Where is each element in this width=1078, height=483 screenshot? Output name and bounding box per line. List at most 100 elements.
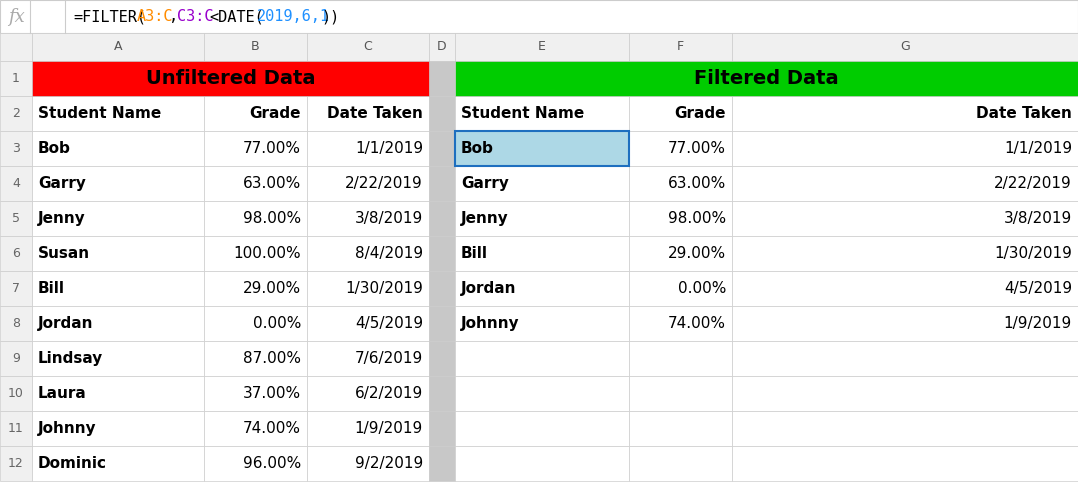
Text: 4/5/2019: 4/5/2019 — [355, 316, 423, 331]
Bar — [32, 376, 204, 411]
Bar — [32, 131, 204, 166]
Bar — [628, 61, 732, 96]
Text: Lindsay: Lindsay — [38, 351, 103, 366]
Text: 63.00%: 63.00% — [243, 176, 301, 191]
Text: 98.00%: 98.00% — [668, 211, 725, 226]
Text: fx: fx — [8, 8, 25, 26]
Bar — [204, 131, 307, 166]
Text: Bill: Bill — [38, 281, 65, 296]
Text: Unfiltered Data: Unfiltered Data — [146, 69, 315, 88]
Text: 98.00%: 98.00% — [243, 211, 301, 226]
Text: 11: 11 — [9, 422, 24, 435]
Bar — [628, 166, 732, 201]
Text: )): )) — [321, 9, 340, 24]
Text: E: E — [538, 41, 545, 54]
Text: Bob: Bob — [461, 141, 494, 156]
Text: 1/1/2019: 1/1/2019 — [355, 141, 423, 156]
Bar — [0, 131, 32, 166]
Text: 2/22/2019: 2/22/2019 — [345, 176, 423, 191]
Text: Johnny: Johnny — [461, 316, 520, 331]
Bar — [204, 201, 307, 236]
Bar — [429, 33, 455, 61]
Bar — [0, 0, 1078, 33]
Text: 1/30/2019: 1/30/2019 — [345, 281, 423, 296]
Text: D: D — [438, 41, 446, 54]
Bar — [307, 96, 429, 131]
Bar — [628, 96, 732, 131]
Text: Grade: Grade — [675, 106, 725, 121]
Bar — [204, 411, 307, 446]
Text: 1/1/2019: 1/1/2019 — [1004, 141, 1072, 156]
Bar — [0, 446, 32, 481]
Bar — [307, 271, 429, 306]
Bar — [455, 236, 628, 271]
Text: G: G — [900, 41, 910, 54]
Bar — [0, 341, 32, 376]
Text: Jenny: Jenny — [461, 211, 509, 226]
Text: Student Name: Student Name — [38, 106, 162, 121]
Text: 8/4/2019: 8/4/2019 — [355, 246, 423, 261]
Bar — [32, 201, 204, 236]
Text: Bob: Bob — [38, 141, 71, 156]
Text: 29.00%: 29.00% — [243, 281, 301, 296]
Bar — [32, 61, 204, 96]
Bar — [455, 61, 628, 96]
Text: Bill: Bill — [461, 246, 488, 261]
Text: 2: 2 — [12, 107, 19, 120]
Bar — [429, 376, 455, 411]
Bar — [628, 236, 732, 271]
Text: 7: 7 — [12, 282, 20, 295]
Text: C3:C: C3:C — [177, 9, 213, 24]
Text: Jordan: Jordan — [38, 316, 94, 331]
Text: 0.00%: 0.00% — [678, 281, 725, 296]
Text: <DATE(: <DATE( — [209, 9, 264, 24]
Bar — [204, 446, 307, 481]
Text: =FILTER(: =FILTER( — [73, 9, 146, 24]
Bar — [732, 411, 1078, 446]
Bar — [628, 446, 732, 481]
Bar — [628, 411, 732, 446]
Bar — [32, 96, 204, 131]
Text: 2019,6,1: 2019,6,1 — [257, 9, 330, 24]
Bar — [455, 96, 628, 131]
Text: 2/22/2019: 2/22/2019 — [994, 176, 1072, 191]
Text: Date Taken: Date Taken — [327, 106, 423, 121]
Bar — [455, 131, 628, 166]
Text: B: B — [251, 41, 260, 54]
Text: 1/30/2019: 1/30/2019 — [994, 246, 1072, 261]
Bar — [307, 376, 429, 411]
Text: Johnny: Johnny — [38, 421, 97, 436]
Bar — [628, 131, 732, 166]
Bar — [429, 341, 455, 376]
Bar — [732, 96, 1078, 131]
Bar — [307, 236, 429, 271]
Text: 10: 10 — [8, 387, 24, 400]
Bar — [204, 306, 307, 341]
Text: Dominic: Dominic — [38, 456, 107, 471]
Bar — [0, 33, 32, 61]
Bar — [429, 201, 455, 236]
Bar — [429, 306, 455, 341]
Bar — [732, 201, 1078, 236]
Text: Garry: Garry — [461, 176, 509, 191]
Bar — [429, 271, 455, 306]
Bar — [204, 236, 307, 271]
Text: 4: 4 — [12, 177, 19, 190]
Bar — [0, 271, 32, 306]
Text: 7/6/2019: 7/6/2019 — [355, 351, 423, 366]
Bar — [0, 96, 32, 131]
Bar — [204, 61, 307, 96]
Text: C: C — [363, 41, 372, 54]
Text: 1/9/2019: 1/9/2019 — [355, 421, 423, 436]
Text: Susan: Susan — [38, 246, 91, 261]
Text: Laura: Laura — [38, 386, 86, 401]
Bar — [204, 166, 307, 201]
Bar — [628, 376, 732, 411]
Text: Date Taken: Date Taken — [976, 106, 1072, 121]
Bar — [204, 33, 307, 61]
Text: 100.00%: 100.00% — [233, 246, 301, 261]
Bar — [732, 236, 1078, 271]
Bar — [732, 271, 1078, 306]
Bar — [32, 33, 204, 61]
Bar — [204, 96, 307, 131]
